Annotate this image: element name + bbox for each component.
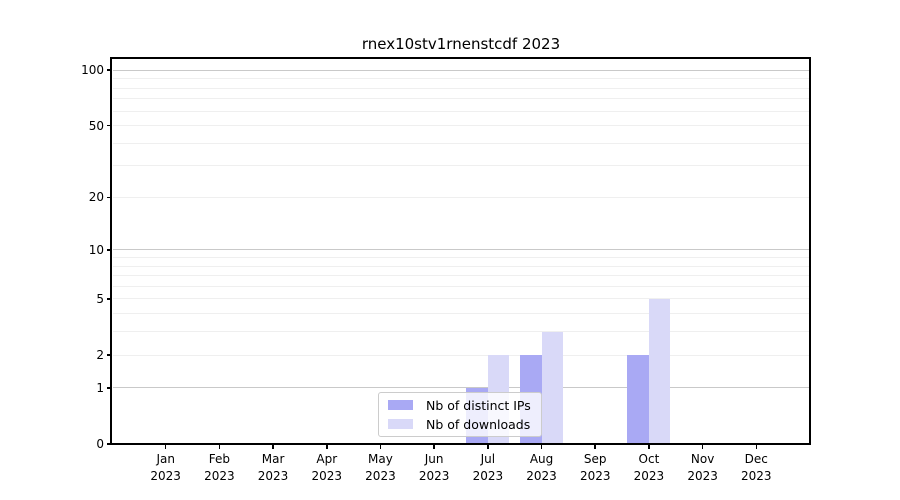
x-tick-mark [487, 444, 489, 449]
gridline-minor [113, 165, 809, 167]
legend-item-distinct-ips: Nb of distinct IPs [388, 398, 541, 413]
x-tick-mark [379, 444, 382, 449]
y-tick-label: 1 [96, 380, 104, 395]
x-tick-label: Mar 2023 [237, 451, 309, 484]
x-tick-label-month: Oct [638, 452, 660, 466]
legend-swatch-downloads [388, 419, 413, 429]
x-tick-label: Jun 2023 [398, 451, 470, 484]
y-tick-label: 10 [88, 242, 104, 257]
y-tick-label: 20 [88, 190, 104, 205]
x-tick-label-month: Feb [208, 452, 230, 466]
x-tick-mark [648, 444, 650, 449]
x-tick-label-year: 2023 [526, 468, 557, 483]
x-tick-mark [272, 444, 274, 449]
x-tick-label-month: Aug [529, 452, 554, 466]
x-tick-label: May 2023 [344, 451, 416, 484]
x-tick-label: Dec 2023 [720, 451, 792, 484]
legend-swatch-distinct-ips [388, 400, 413, 410]
x-tick-label: Oct 2023 [613, 451, 685, 484]
gridline-minor [113, 298, 809, 300]
x-tick-label-year: 2023 [150, 468, 181, 483]
y-tick-mark [107, 69, 112, 71]
x-tick-mark [164, 444, 167, 449]
gridline-major [113, 249, 809, 251]
x-tick-label-year: 2023 [311, 468, 343, 483]
x-tick-label-month: Jan [156, 452, 175, 466]
x-tick-mark [540, 444, 543, 449]
y-tick-mark [107, 124, 112, 127]
legend-item-downloads: Nb of downloads [388, 417, 541, 432]
bar-distinct-ips [627, 355, 649, 444]
y-tick-mark [107, 443, 112, 445]
x-tick-label-month: Dec [744, 452, 768, 466]
gridline-major [113, 387, 809, 389]
x-tick-label: Aug 2023 [506, 451, 578, 484]
y-tick-mark [107, 354, 112, 356]
x-tick-mark [326, 444, 328, 449]
gridline-minor [113, 265, 809, 267]
x-tick-label-year: 2023 [418, 468, 450, 483]
x-tick-label: Jan 2023 [130, 451, 202, 484]
gridline-minor [113, 313, 809, 315]
gridline-minor [113, 196, 809, 198]
x-tick-label-month: Jun [424, 452, 444, 466]
chart-title: rnex10stv1rnenstcdf 2023 [361, 35, 561, 53]
gridline-minor [113, 110, 809, 112]
bar-downloads [648, 298, 671, 444]
x-tick-mark [433, 444, 435, 449]
x-tick-label-year: 2023 [687, 468, 718, 483]
x-tick-label-month: Sep [583, 452, 607, 466]
y-tick-label: 5 [96, 291, 104, 306]
x-tick-label: Feb 2023 [183, 451, 255, 484]
gridline-minor [113, 142, 809, 144]
x-tick-label: Nov 2023 [667, 451, 739, 484]
gridline-minor [113, 98, 809, 100]
y-tick-label: 100 [81, 63, 104, 78]
gridline-major [113, 69, 809, 71]
legend: Nb of distinct IPs Nb of downloads [378, 392, 542, 437]
x-tick-mark [594, 444, 596, 449]
y-tick-mark [107, 298, 112, 300]
gridline-minor [113, 257, 809, 258]
x-tick-label-year: 2023 [257, 468, 289, 483]
y-tick-label: 2 [96, 348, 104, 363]
y-tick-mark [107, 249, 112, 251]
x-tick-mark [755, 444, 758, 449]
x-tick-label-year: 2023 [204, 468, 235, 483]
gridline-minor [113, 87, 809, 89]
x-tick-label-year: 2023 [741, 468, 772, 483]
x-tick-label-month: Jul [480, 452, 496, 466]
x-tick-label-year: 2023 [365, 468, 396, 483]
x-tick-label-month: Nov [690, 452, 715, 466]
legend-label-distinct-ips: Nb of distinct IPs [426, 397, 531, 413]
x-tick-label-year: 2023 [579, 468, 611, 483]
bar-downloads [541, 331, 564, 444]
x-tick-label: Sep 2023 [559, 451, 631, 484]
legend-label-downloads: Nb of downloads [426, 416, 531, 432]
y-tick-mark [107, 387, 112, 389]
y-tick-label: 0 [96, 437, 104, 451]
x-tick-mark [218, 444, 221, 449]
gridline-minor [113, 285, 809, 287]
x-tick-label: Jul 2023 [452, 451, 524, 484]
gridline-minor [113, 125, 809, 127]
gridline-minor [113, 275, 809, 277]
x-tick-mark [701, 444, 704, 449]
x-tick-label-year: 2023 [633, 468, 665, 483]
y-tick-mark [107, 196, 112, 199]
x-tick-label-month: Mar [261, 452, 285, 466]
x-tick-label-month: Apr [316, 452, 338, 466]
gridline-minor [113, 354, 809, 356]
gridline-minor [113, 331, 809, 333]
gridline-minor [113, 78, 809, 80]
x-tick-label-year: 2023 [472, 468, 504, 483]
y-tick-label: 50 [88, 118, 104, 133]
x-tick-label-month: May [368, 452, 393, 466]
x-tick-label: Apr 2023 [291, 451, 363, 484]
